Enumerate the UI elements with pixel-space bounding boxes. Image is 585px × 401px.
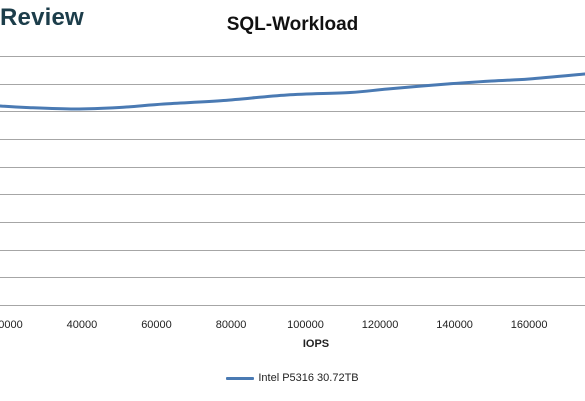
x-tick-label: 40000 bbox=[67, 319, 98, 331]
legend-swatch bbox=[226, 376, 255, 380]
series-line bbox=[0, 72, 585, 111]
x-tick-label: 160000 bbox=[511, 319, 548, 331]
x-axis-title: IOPS bbox=[303, 338, 329, 350]
x-tick-label: 100000 bbox=[287, 319, 324, 331]
legend-label: Intel P5316 30.72TB bbox=[258, 372, 359, 384]
x-tick-label: 120000 bbox=[362, 319, 399, 331]
legend: Intel P5316 30.72TB bbox=[0, 372, 585, 384]
brand-logo-text: Review bbox=[0, 4, 84, 31]
gridlines bbox=[0, 56, 585, 306]
x-tick-label: 140000 bbox=[436, 319, 473, 331]
series-layer bbox=[0, 72, 585, 111]
x-tick-labels: 20000 40000 60000 80000 100000 120000 140000 16… bbox=[0, 319, 547, 331]
chart-title-text: SQL-Workload bbox=[226, 14, 359, 35]
x-tick-label: 60000 bbox=[141, 319, 172, 331]
x-tick-label: 80000 bbox=[216, 319, 247, 331]
x-tick-label: 20000 bbox=[0, 319, 23, 331]
chart-title: SQL-Workload bbox=[0, 14, 585, 36]
